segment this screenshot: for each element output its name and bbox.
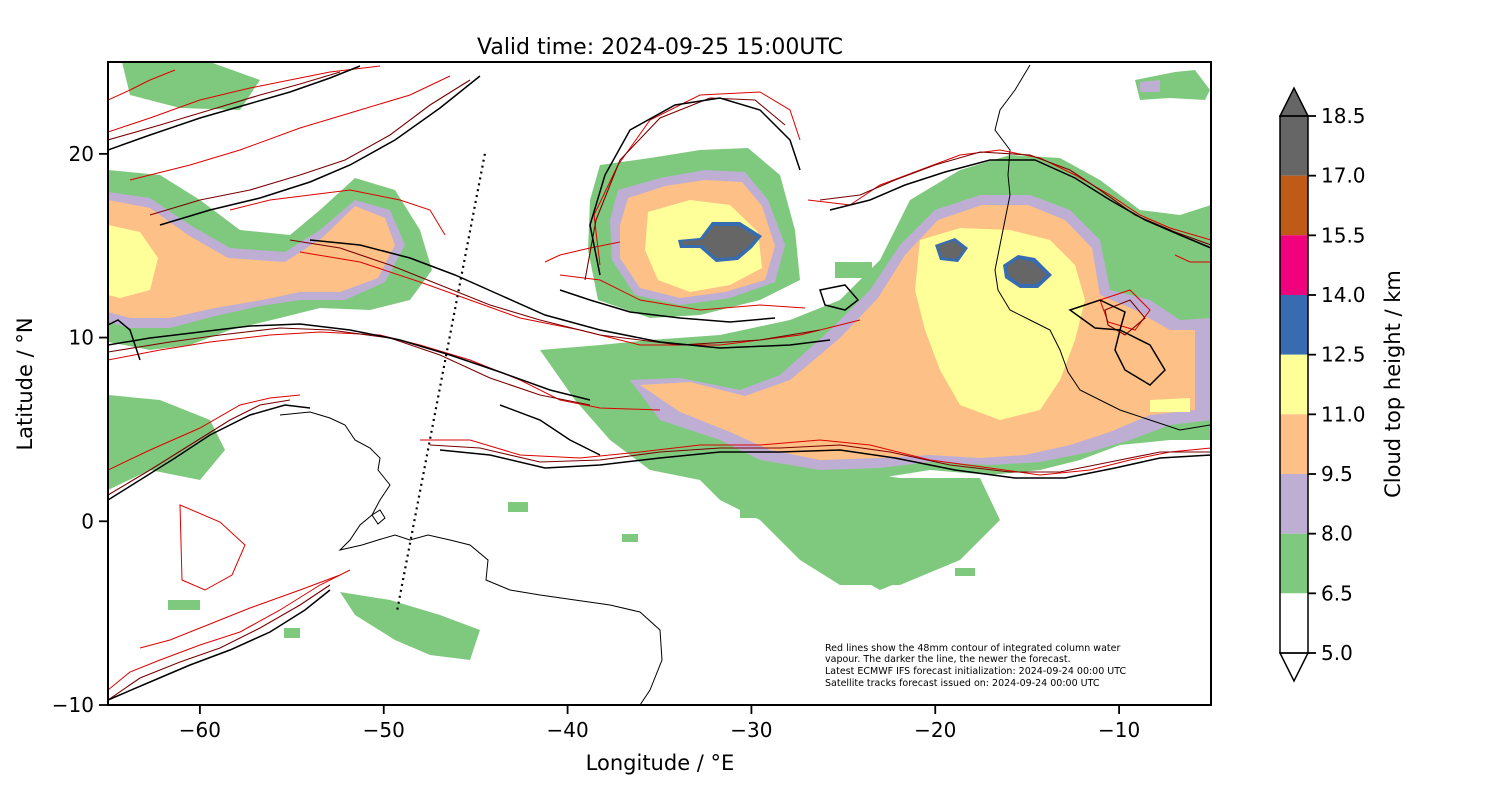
- iwv-contours-new: [108, 65, 1211, 701]
- colorbar-segment: [1280, 354, 1308, 415]
- x-tick-label: −20: [914, 718, 956, 742]
- y-tick-label: 20: [69, 142, 94, 166]
- cloud-field-east: [540, 70, 1211, 585]
- colorbar-tick-label: 14.0: [1321, 283, 1366, 307]
- y-tick-label: 10: [69, 326, 94, 350]
- y-axis-label: Latitude / °N: [13, 317, 37, 450]
- cloud-field-scattered: [508, 262, 975, 590]
- colorbar-tick-label: 15.5: [1321, 223, 1366, 247]
- colorbar-segment: [1280, 533, 1308, 594]
- colorbar-label: Cloud top height / km: [1381, 270, 1405, 498]
- forecast-note: Red lines show the 48mm contour of integ…: [825, 643, 1126, 689]
- x-tick-label: −10: [1098, 718, 1140, 742]
- x-tick-label: −50: [363, 718, 405, 742]
- note-line-2: vapour. The darker the line, the newer t…: [825, 654, 1071, 665]
- colorbar-extend-min: [1278, 652, 1310, 683]
- colorbar-extend-max: [1278, 86, 1310, 117]
- colorbar-tick-label: 18.5: [1321, 104, 1366, 128]
- colorbar: 18.5 17.0 15.5 14.0 12.5 11.0 9.5 8.0 6.5 5.0: [1278, 86, 1366, 683]
- colorbar-tick-label: 5.0: [1321, 641, 1353, 665]
- note-line-1: Red lines show the 48mm contour of integ…: [825, 643, 1120, 654]
- x-tick-label: −40: [546, 718, 588, 742]
- coastlines: [279, 64, 1211, 705]
- note-line-3: Latest ECMWF IFS forecast initialization…: [825, 666, 1126, 677]
- map-area: [108, 62, 1211, 705]
- x-tick-label: −60: [179, 718, 221, 742]
- colorbar-tick-label: 12.5: [1321, 343, 1366, 367]
- colorbar-frame: [1279, 115, 1309, 654]
- colorbar-segment: [1280, 474, 1308, 534]
- plot-title: Valid time: 2024-09-25 15:00UTC: [477, 35, 843, 60]
- cloud-field-west: [108, 62, 480, 660]
- colorbar-segment: [1280, 593, 1308, 653]
- colorbar-segment: [1280, 414, 1308, 474]
- colorbar-segment: [1280, 235, 1308, 295]
- colorbar-segment: [1280, 295, 1308, 355]
- colorbar-tick-label: 9.5: [1321, 462, 1353, 486]
- colorbar-segment: [1280, 175, 1308, 236]
- colorbar-tick-label: 6.5: [1321, 581, 1353, 605]
- y-axis: 20 10 0 −10: [52, 142, 108, 717]
- x-tick-label: −30: [730, 718, 772, 742]
- iwv-contours-mid: [108, 71, 1211, 701]
- cloud-field-central: [588, 148, 800, 318]
- colorbar-segment: [1280, 116, 1308, 176]
- x-axis-label: Longitude / °E: [586, 751, 735, 775]
- colorbar-tick-label: 8.0: [1321, 522, 1353, 546]
- y-tick-label: 0: [81, 509, 94, 533]
- y-tick-label: −10: [52, 693, 94, 717]
- colorbar-tick-label: 17.0: [1321, 164, 1366, 188]
- note-line-4: Satellite tracks forecast issued on: 202…: [825, 678, 1100, 689]
- axes-frame: [107, 61, 1212, 706]
- colorbar-tick-label: 11.0: [1321, 402, 1366, 426]
- x-axis: −60 −50 −40 −30 −20 −10: [179, 705, 1140, 742]
